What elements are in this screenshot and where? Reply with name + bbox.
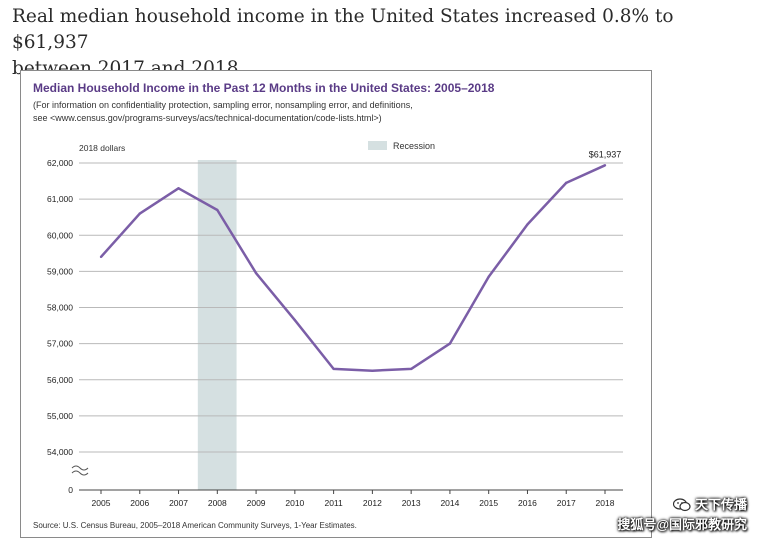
data-point (332, 367, 335, 371)
headline-line-1: Real median household income in the Unit… (12, 6, 674, 53)
x-tick-label: 2009 (247, 498, 266, 508)
watermark: 天下传播 搜狐号@国际邪教研究 (617, 495, 747, 535)
data-point (409, 367, 413, 371)
chart-figure: Median Household Income in the Past 12 M… (20, 70, 652, 538)
y-tick-label: 58,000 (47, 303, 73, 313)
wechat-icon (672, 498, 691, 512)
series-line (100, 164, 606, 372)
x-tick-label: 2005 (92, 498, 111, 508)
data-point (254, 271, 258, 275)
data-point (177, 187, 180, 190)
data-point (448, 342, 452, 345)
y-axis-label: 2018 dollars (79, 143, 125, 153)
chart-note-line-1: (For information on confidentiality prot… (33, 100, 413, 110)
y-tick-label: 61,000 (47, 194, 73, 204)
axis-break-mark (71, 465, 89, 471)
data-point (487, 275, 490, 278)
x-tick-label: 2006 (130, 498, 149, 508)
x-tick-label: 2007 (169, 498, 188, 508)
watermark-line-2: 搜狐号@国际邪教研究 (617, 517, 747, 532)
y-tick-label: 54,000 (47, 447, 73, 457)
x-tick-label: 2018 (596, 498, 615, 508)
data-point (603, 164, 607, 167)
axis-break-mark (71, 470, 89, 476)
recession-legend-swatch (368, 141, 387, 150)
x-tick-label: 2014 (440, 498, 459, 508)
recession-legend-label: Recession (393, 141, 435, 151)
data-point (371, 369, 374, 372)
x-tick-label: 2016 (518, 498, 537, 508)
data-point (138, 212, 141, 215)
chart-source: Source: U.S. Census Bureau, 2005–2018 Am… (33, 521, 357, 530)
x-tick-label: 2015 (479, 498, 498, 508)
line-chart: Recession 2018 dollars 62,000 61,000 60,000 5… (47, 141, 623, 508)
y-tick-label: 60,000 (47, 230, 73, 240)
end-value-label: $61,937 (589, 149, 622, 159)
y-tick-label: 59,000 (47, 266, 73, 276)
x-tick-label: 2011 (324, 498, 343, 508)
data-point (216, 208, 219, 212)
data-point (526, 223, 529, 226)
y-tick-label: 57,000 (47, 339, 73, 349)
y-tick-label: 62,000 (47, 158, 73, 168)
x-tick-label: 2010 (285, 498, 304, 508)
x-tick-label: 2008 (208, 498, 227, 508)
x-tick-label: 2017 (557, 498, 576, 508)
watermark-line-1: 天下传播 (694, 497, 747, 512)
y-tick-label: 55,000 (47, 411, 73, 421)
data-point (293, 318, 297, 322)
chart-note-line-2: see <www.census.gov/programs-surveys/acs… (33, 113, 382, 123)
y-tick-label: 56,000 (47, 375, 73, 385)
recession-band (197, 160, 237, 490)
x-tick-label: 2013 (402, 498, 421, 508)
x-tick-label: 2012 (363, 498, 382, 508)
y-zero-label: 0 (68, 485, 73, 495)
data-point (99, 255, 103, 259)
chart-note: (For information on confidentiality prot… (33, 99, 413, 125)
chart-title: Median Household Income in the Past 12 M… (33, 81, 495, 95)
data-point (565, 181, 568, 185)
